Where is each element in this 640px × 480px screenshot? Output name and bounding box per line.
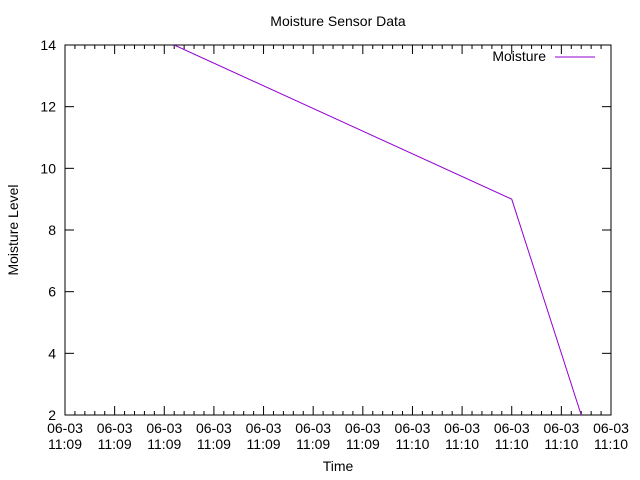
x-tick-label-date: 06-03: [246, 420, 282, 436]
x-tick-label-time: 11:09: [247, 436, 281, 452]
x-tick-label-time: 11:10: [395, 436, 429, 452]
legend-label-moisture: Moisture: [492, 48, 546, 64]
x-tick-label-time: 11:10: [544, 436, 578, 452]
x-tick-label-time: 11:09: [48, 436, 82, 452]
y-tick-label: 2: [48, 407, 56, 423]
x-tick-label-date: 06-03: [494, 420, 530, 436]
y-tick-label: 8: [48, 222, 56, 238]
x-tick-label-date: 06-03: [47, 420, 83, 436]
y-tick-label: 12: [40, 99, 56, 115]
x-tick-label-date: 06-03: [295, 420, 331, 436]
chart-title: Moisture Sensor Data: [270, 13, 406, 29]
x-tick-label-date: 06-03: [97, 420, 133, 436]
x-tick-label-date: 06-03: [146, 420, 182, 436]
x-tick-label-time: 11:09: [98, 436, 132, 452]
y-tick-labels: 2 4 6 8 10 12 14: [40, 37, 56, 423]
x-tick-label-date: 06-03: [395, 420, 431, 436]
y-tick-label: 10: [40, 160, 56, 176]
x-tick-labels: 06-0311:0906-0311:0906-0311:0906-0311:09…: [47, 420, 629, 452]
x-tick-label-time: 11:10: [495, 436, 529, 452]
x-tick-label-time: 11:10: [445, 436, 479, 452]
y-axis-label: Moisture Level: [5, 184, 21, 275]
x-tick-label-time: 11:10: [594, 436, 628, 452]
y-tick-label: 14: [40, 37, 56, 53]
series-layer: [173, 44, 582, 416]
x-tick-label-date: 06-03: [196, 420, 232, 436]
x-axis-label: Time: [323, 458, 354, 474]
y-tick-label: 4: [48, 345, 56, 361]
x-tick-label-time: 11:09: [197, 436, 231, 452]
x-tick-label-time: 11:09: [147, 436, 181, 452]
y-tick-label: 6: [48, 284, 56, 300]
x-tick-label-date: 06-03: [345, 420, 381, 436]
x-tick-label-time: 11:09: [346, 436, 380, 452]
plot-frame: [64, 44, 612, 416]
axis-ticks: [64, 44, 612, 416]
x-tick-label-date: 06-03: [543, 420, 579, 436]
x-tick-label-time: 11:09: [296, 436, 330, 452]
legend: Moisture: [492, 48, 595, 64]
x-tick-label-date: 06-03: [593, 420, 629, 436]
x-tick-label-date: 06-03: [444, 420, 480, 436]
series-line-moisture: [173, 45, 582, 415]
